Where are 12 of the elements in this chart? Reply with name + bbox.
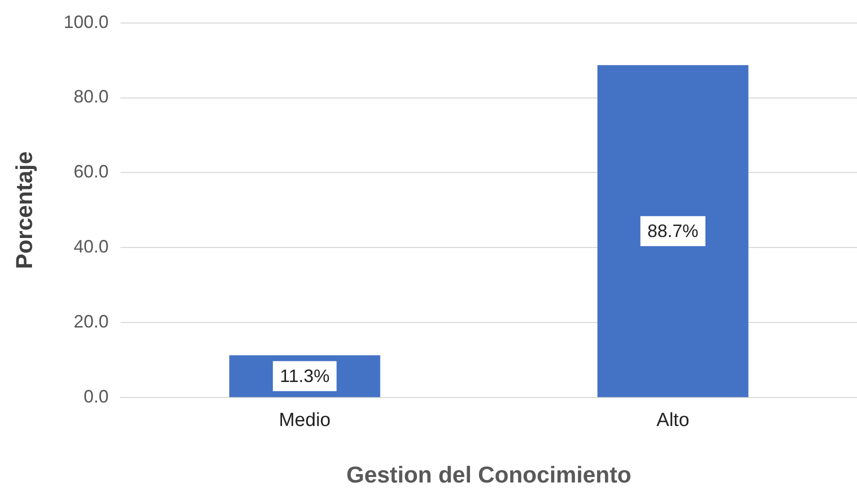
x-tick-label: Alto [656,410,690,432]
y-tick-label: 40.0 [74,236,109,257]
data-label: 11.3% [280,366,330,386]
y-tick-label: 0.0 [84,386,109,407]
y-tick-label: 100.0 [64,12,109,32]
y-axis-title: Porcentaje [11,151,38,270]
y-tick-label: 20.0 [74,312,109,332]
y-tick-label: 80.0 [74,86,109,107]
x-tick-label: Medio [278,410,331,432]
y-tick-label: 60.0 [74,162,109,182]
x-axis-title: Gestion del Conocimiento [346,462,632,488]
data-label: 88.7% [647,221,698,242]
